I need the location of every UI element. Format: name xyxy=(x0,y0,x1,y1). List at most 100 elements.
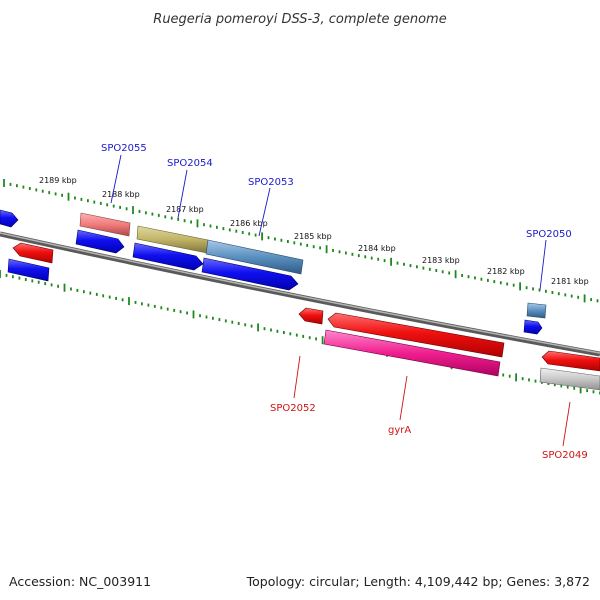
minor-tick xyxy=(502,373,505,377)
minor-tick xyxy=(244,323,247,327)
minor-tick xyxy=(586,389,588,393)
minor-tick xyxy=(263,327,266,331)
minor-tick xyxy=(293,241,296,245)
major-tick xyxy=(0,270,1,278)
minor-tick xyxy=(41,189,44,193)
minor-tick xyxy=(108,295,111,299)
minor-tick xyxy=(250,324,253,328)
minor-tick xyxy=(592,390,595,394)
gene-feature-gyra[interactable] xyxy=(323,329,501,377)
major-tick xyxy=(579,385,582,394)
minor-tick xyxy=(231,320,234,324)
minor-tick xyxy=(50,283,53,287)
minor-tick xyxy=(76,288,79,292)
gene-label-spo2049[interactable]: SPO2049 xyxy=(542,450,588,461)
minor-tick xyxy=(545,289,547,293)
minor-tick xyxy=(532,287,534,291)
cds-arrow-forward-edge[interactable] xyxy=(0,209,19,228)
minor-tick xyxy=(428,267,431,271)
minor-tick xyxy=(448,271,451,275)
minor-tick xyxy=(205,315,208,319)
minor-tick xyxy=(125,207,128,211)
major-tick xyxy=(63,283,66,292)
leader-spo2055 xyxy=(110,154,122,204)
minor-tick xyxy=(308,336,311,340)
major-tick xyxy=(519,282,521,291)
leader-gyra xyxy=(399,375,408,421)
minor-tick xyxy=(87,199,89,203)
major-tick xyxy=(515,373,517,382)
cds-arrow-spo2049[interactable] xyxy=(541,350,600,372)
minor-tick xyxy=(186,311,188,315)
minor-tick xyxy=(551,291,554,294)
minor-tick xyxy=(151,212,154,216)
genome-backbone xyxy=(0,231,600,357)
major-tick xyxy=(390,257,392,266)
minor-tick xyxy=(89,291,92,295)
minor-tick xyxy=(364,255,367,259)
minor-tick xyxy=(157,213,160,217)
minor-tick xyxy=(115,296,117,300)
minor-tick xyxy=(99,201,102,205)
gene-label-spo2053[interactable]: SPO2053 xyxy=(248,177,294,188)
major-tick xyxy=(583,294,586,303)
minor-tick xyxy=(345,251,347,255)
minor-tick xyxy=(274,237,276,241)
gene-label-spo2052[interactable]: SPO2052 xyxy=(270,403,316,414)
minor-tick xyxy=(138,209,141,213)
minor-tick xyxy=(28,187,31,190)
gene-label-gyra[interactable]: gyrA xyxy=(388,425,411,436)
major-tick xyxy=(67,192,70,201)
minor-tick xyxy=(153,304,156,308)
minor-tick xyxy=(57,284,59,288)
gene-feature-spo2050[interactable] xyxy=(526,302,547,319)
major-tick xyxy=(454,270,457,279)
minor-tick xyxy=(145,211,147,215)
minor-tick xyxy=(566,385,569,389)
minor-tick xyxy=(499,281,502,285)
minor-tick xyxy=(160,306,163,310)
minor-tick xyxy=(173,308,176,312)
gene-feature-spo2049[interactable] xyxy=(539,367,600,391)
minor-tick xyxy=(190,220,192,224)
minor-tick xyxy=(216,225,218,229)
cds-arrow-spo2052[interactable] xyxy=(298,307,324,325)
map-title: Ruegeria pomeroyi DSS-3, complete genome xyxy=(153,12,446,27)
minor-tick xyxy=(299,242,302,246)
kbp-label-2182: 2182 kbp xyxy=(487,267,525,276)
minor-tick xyxy=(44,282,47,286)
tick-scale-inner xyxy=(0,270,600,395)
minor-tick xyxy=(560,384,563,388)
cds-arrow-left-lower[interactable] xyxy=(7,258,50,282)
minor-tick xyxy=(199,314,201,318)
minor-tick xyxy=(557,292,560,296)
minor-tick xyxy=(61,193,63,197)
minor-tick xyxy=(422,266,425,270)
cds-arrow-spo2053[interactable] xyxy=(201,257,299,291)
minor-tick xyxy=(370,256,373,260)
cds-arrow-reverse-left[interactable] xyxy=(12,242,54,264)
minor-tick xyxy=(267,236,270,240)
cds-arrow-gyra[interactable] xyxy=(327,312,505,358)
minor-tick xyxy=(95,292,98,296)
minor-tick xyxy=(54,192,57,196)
gene-feature-spo2055[interactable] xyxy=(79,212,131,237)
minor-tick xyxy=(179,310,182,314)
minor-tick xyxy=(70,287,72,291)
tick-scale-outer xyxy=(3,179,599,303)
major-tick xyxy=(196,219,199,228)
gene-label-spo2054[interactable]: SPO2054 xyxy=(167,158,213,169)
cds-arrow-spo2055[interactable] xyxy=(75,229,125,254)
cds-arrow-spo2054[interactable] xyxy=(132,242,204,271)
minor-tick xyxy=(383,259,386,263)
gene-label-spo2050[interactable]: SPO2050 xyxy=(526,229,572,240)
minor-tick xyxy=(147,303,150,307)
gene-label-spo2055[interactable]: SPO2055 xyxy=(101,143,147,154)
gene-feature-spo2053[interactable] xyxy=(205,239,304,275)
major-tick xyxy=(128,297,130,306)
minor-tick xyxy=(270,328,272,332)
minor-tick xyxy=(235,229,238,233)
kbp-label-2187: 2187 kbp xyxy=(166,205,204,214)
minor-tick xyxy=(521,377,524,381)
cds-arrow-spo2050[interactable] xyxy=(523,319,543,335)
